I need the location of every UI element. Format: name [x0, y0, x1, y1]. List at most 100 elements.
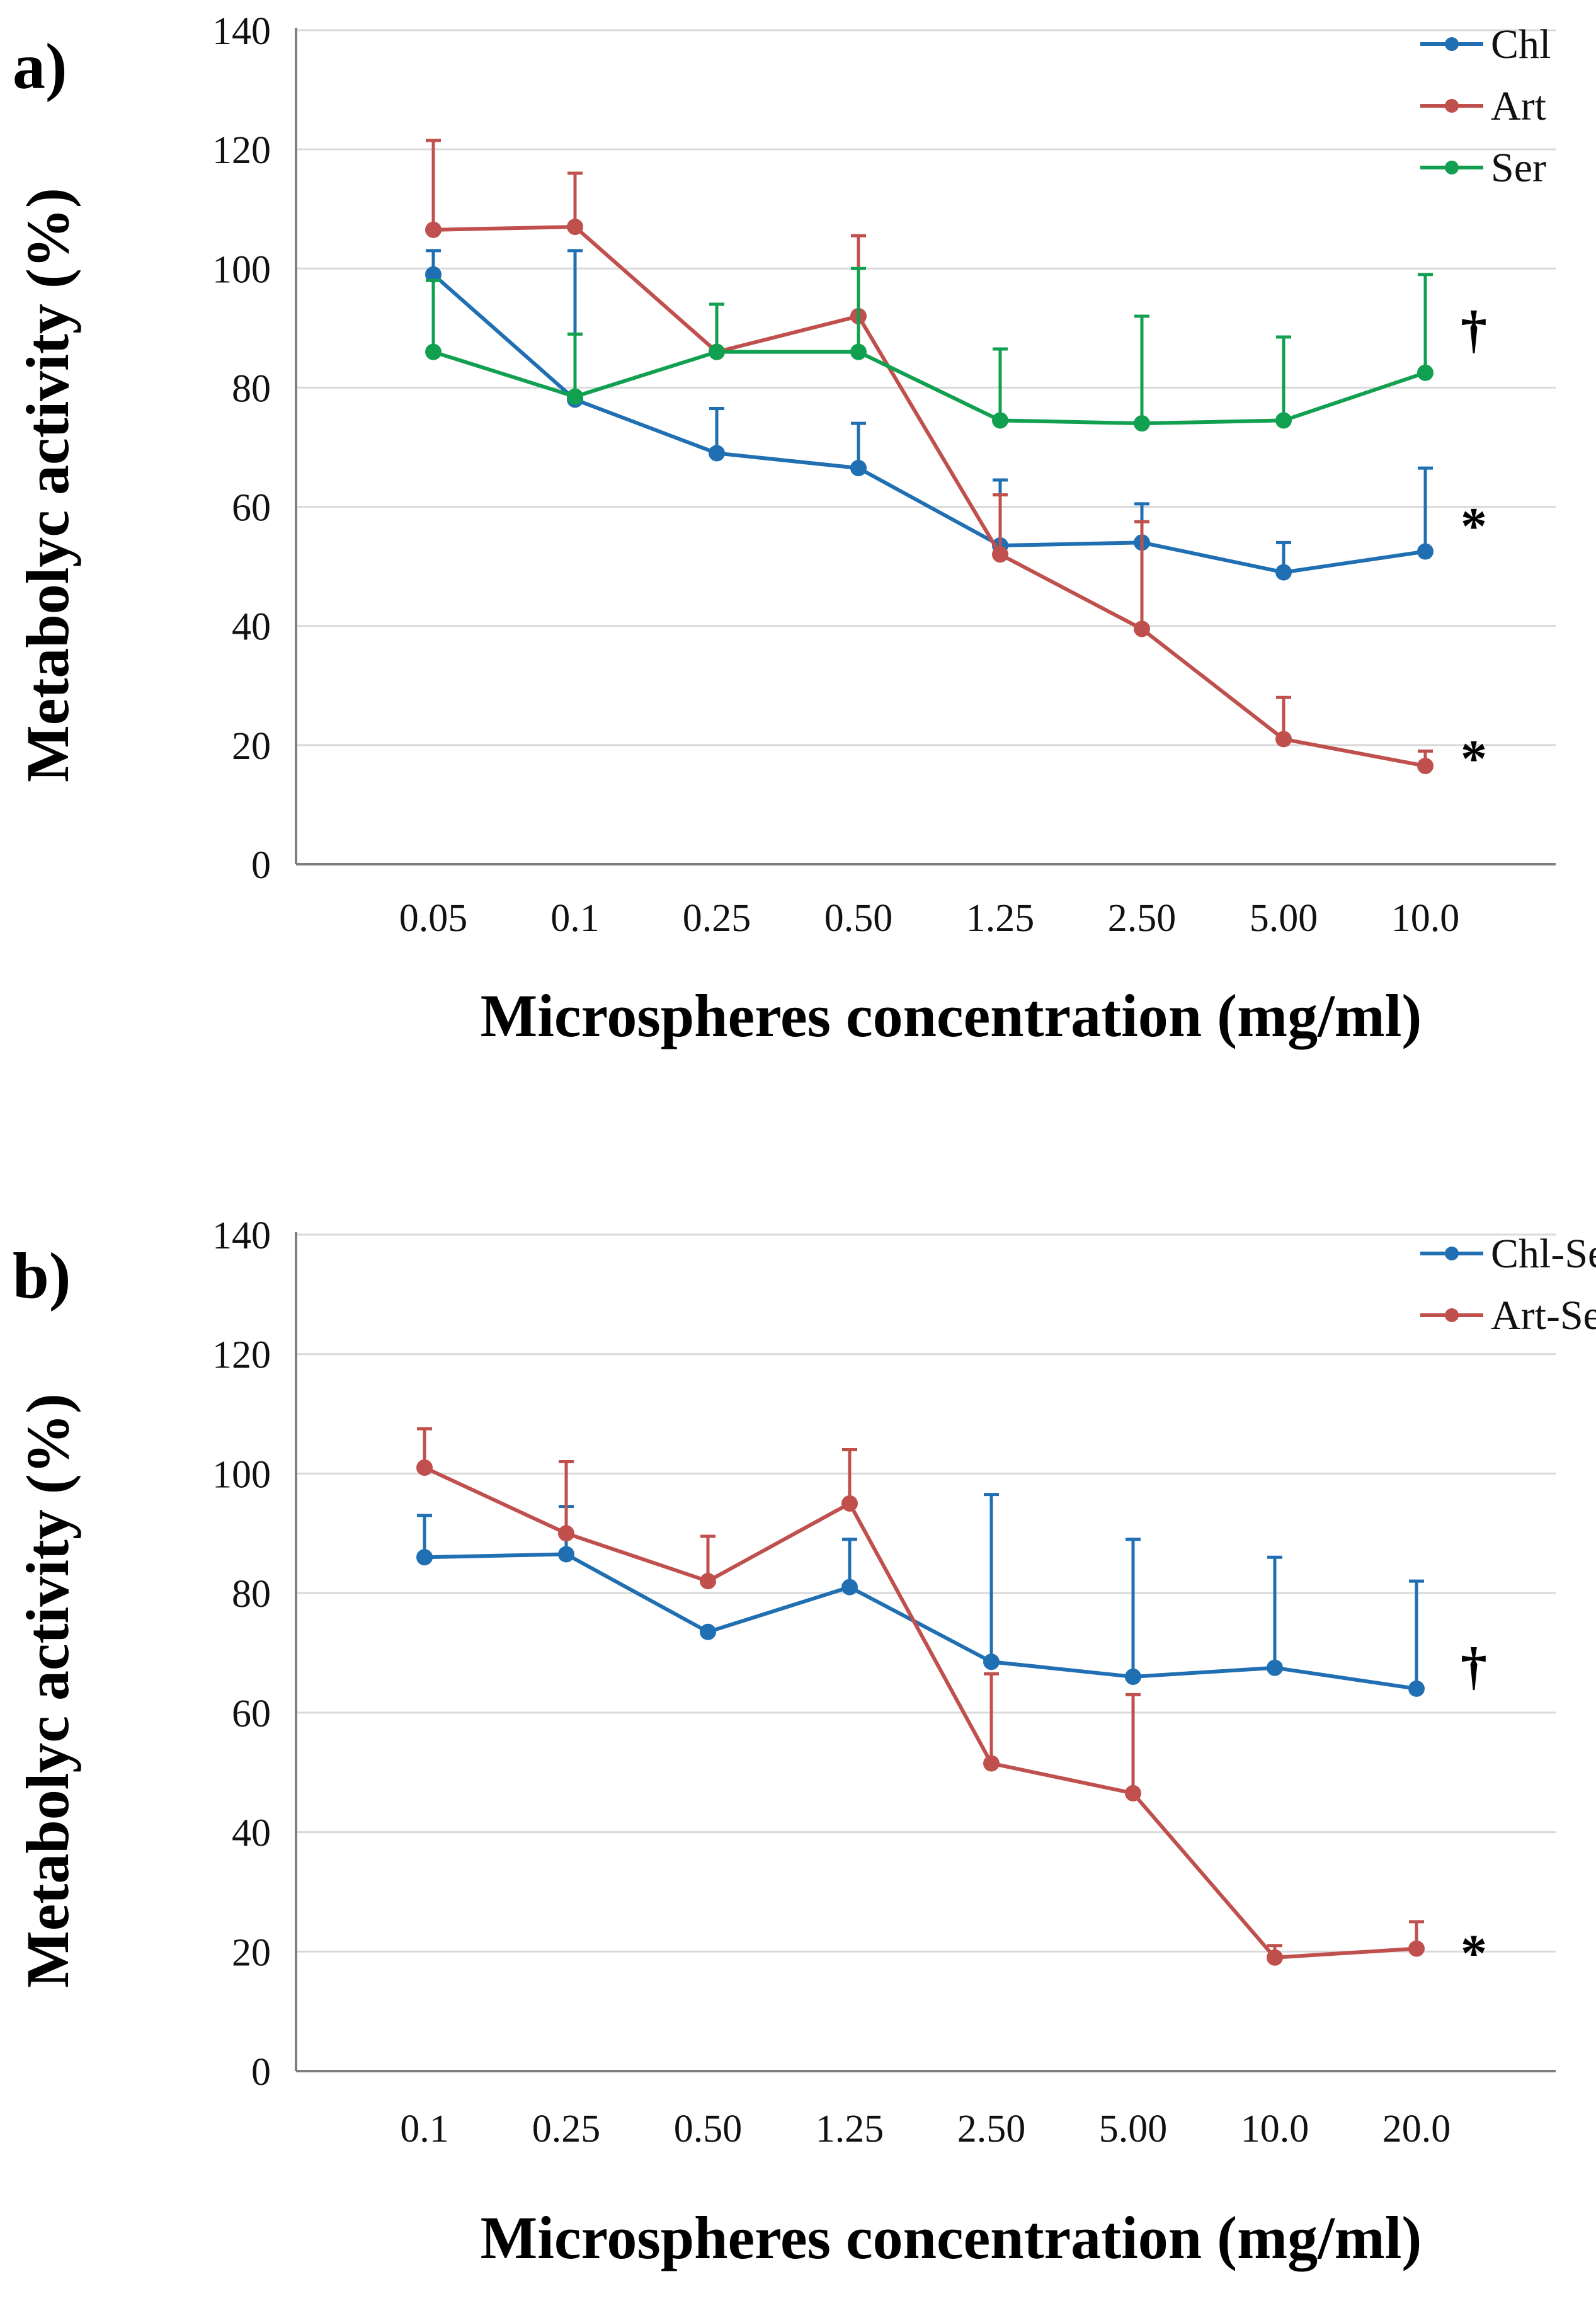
data-point: [1408, 1940, 1425, 1957]
series-line: [424, 1552, 1417, 1691]
data-point: [416, 1459, 433, 1476]
y-tick-label: 100: [212, 248, 271, 291]
x-tick-label: 0.25: [683, 897, 751, 940]
data-point: [1408, 1680, 1425, 1697]
data-point: [1275, 412, 1292, 429]
legend-swatch-marker: [1445, 37, 1459, 51]
x-tick-label: 10.0: [1241, 2108, 1309, 2150]
data-point: [841, 1495, 858, 1512]
y-tick-label: 20: [232, 725, 271, 768]
legend-item: Ser: [1420, 145, 1546, 191]
y-tick-label: 140: [212, 10, 271, 53]
x-tick-label: 0.25: [532, 2108, 601, 2150]
y-tick-label: 120: [212, 1334, 271, 1377]
data-point: [425, 266, 442, 283]
data-point: [1125, 1784, 1141, 1801]
legend-label: Art-Ser: [1491, 1293, 1596, 1339]
legend-label: Art: [1491, 83, 1546, 129]
data-point: [700, 1623, 716, 1640]
series-art: [425, 139, 1434, 774]
legend-item: Chl-Ser: [1420, 1231, 1596, 1277]
data-point: [700, 1573, 716, 1590]
data-point: [992, 412, 1008, 429]
x-tick-label: 1.25: [816, 2108, 884, 2150]
data-point: [1134, 415, 1150, 432]
y-axis-title: Metabolyc activity (%): [14, 1393, 81, 1988]
panel-label: b): [13, 1240, 71, 1312]
chart-panel-b: 0 20 40 60 80 100 120 140 0.1 0.25 0.50 1.25 2.50 5.0…: [13, 1214, 1596, 2271]
legend-label: Chl-Ser: [1491, 1231, 1596, 1277]
y-tick-label: 40: [232, 1812, 271, 1855]
x-tick-label: 5.00: [1099, 2108, 1168, 2150]
x-axis-title: Microspheres concentration (mg/ml): [481, 2204, 1422, 2271]
data-point: [841, 1579, 858, 1596]
x-tick-label: 0.50: [824, 897, 893, 940]
data-point: [1417, 543, 1434, 560]
data-point: [709, 445, 725, 462]
data-point: [1417, 757, 1434, 774]
y-tick-label: 0: [251, 844, 271, 887]
legend-item: Art: [1420, 83, 1546, 129]
data-point: [1267, 1659, 1283, 1676]
x-tick-label: 0.1: [400, 2108, 449, 2150]
data-point: [1275, 731, 1292, 748]
x-tick-label: 5.00: [1250, 897, 1318, 940]
series-ser: [425, 266, 1434, 432]
data-point: [416, 1549, 433, 1566]
data-point: [425, 343, 442, 360]
x-tick-label: 1.25: [966, 897, 1035, 940]
y-tick-label: 140: [212, 1214, 271, 1257]
legend-item: Chl: [1420, 21, 1551, 67]
data-point: [567, 219, 583, 236]
legend-item: Art-Ser: [1420, 1293, 1596, 1339]
data-point: [1275, 564, 1292, 581]
x-tick-label: 0.05: [399, 897, 468, 940]
series-line: [433, 350, 1426, 426]
y-tick-label: 40: [232, 606, 271, 649]
y-tick-label: 60: [232, 487, 271, 530]
data-point: [1134, 620, 1150, 637]
y-tick-label: 0: [251, 2051, 271, 2094]
legend-swatch-marker: [1445, 1308, 1459, 1322]
significance-marker: †: [1461, 1637, 1487, 1696]
chart-panel-a: 0 20 40 60 80 100 120 140 0.05 0.1 0.25 0.50 1.25 2.5…: [13, 10, 1556, 1049]
series-line: [423, 1466, 1417, 1960]
series-art-ser: [416, 1427, 1425, 1966]
legend-swatch-marker: [1445, 99, 1459, 113]
panel-label: a): [13, 30, 67, 103]
data-point: [567, 388, 583, 405]
y-tick-label: 120: [212, 129, 271, 172]
data-point: [850, 343, 867, 360]
data-point: [709, 343, 725, 360]
data-point: [1417, 364, 1434, 381]
significance-marker: †: [1461, 300, 1487, 359]
x-tick-label: 20.0: [1382, 2108, 1451, 2150]
data-point: [983, 1653, 1000, 1670]
data-point: [558, 1525, 574, 1542]
data-point: [558, 1546, 574, 1563]
data-point: [992, 546, 1008, 563]
series-chl-ser: [416, 1493, 1425, 1697]
series-line: [432, 273, 1426, 574]
significance-marker: *: [1461, 1924, 1487, 1982]
y-tick-label: 80: [232, 1573, 271, 1616]
y-tick-label: 60: [232, 1693, 271, 1735]
x-tick-label: 0.50: [674, 2108, 743, 2150]
y-tick-label: 80: [232, 367, 271, 410]
x-tick-label: 2.50: [957, 2108, 1026, 2150]
y-tick-label: 100: [212, 1453, 271, 1496]
significance-marker: *: [1461, 497, 1487, 556]
data-point: [1267, 1949, 1283, 1966]
legend-swatch-marker: [1445, 161, 1459, 174]
x-tick-label: 0.1: [550, 897, 600, 940]
x-axis-title: Microspheres concentration (mg/ml): [481, 982, 1422, 1049]
data-point: [850, 460, 867, 477]
legend-label: Chl: [1491, 21, 1551, 67]
legend-label: Ser: [1491, 145, 1546, 191]
data-point: [1125, 1668, 1141, 1685]
y-tick-label: 20: [232, 1931, 271, 1974]
y-axis-title: Metabolyc activity (%): [14, 188, 81, 782]
series-line: [433, 225, 1426, 768]
legend-swatch-marker: [1445, 1247, 1459, 1260]
x-tick-label: 10.0: [1391, 897, 1460, 940]
